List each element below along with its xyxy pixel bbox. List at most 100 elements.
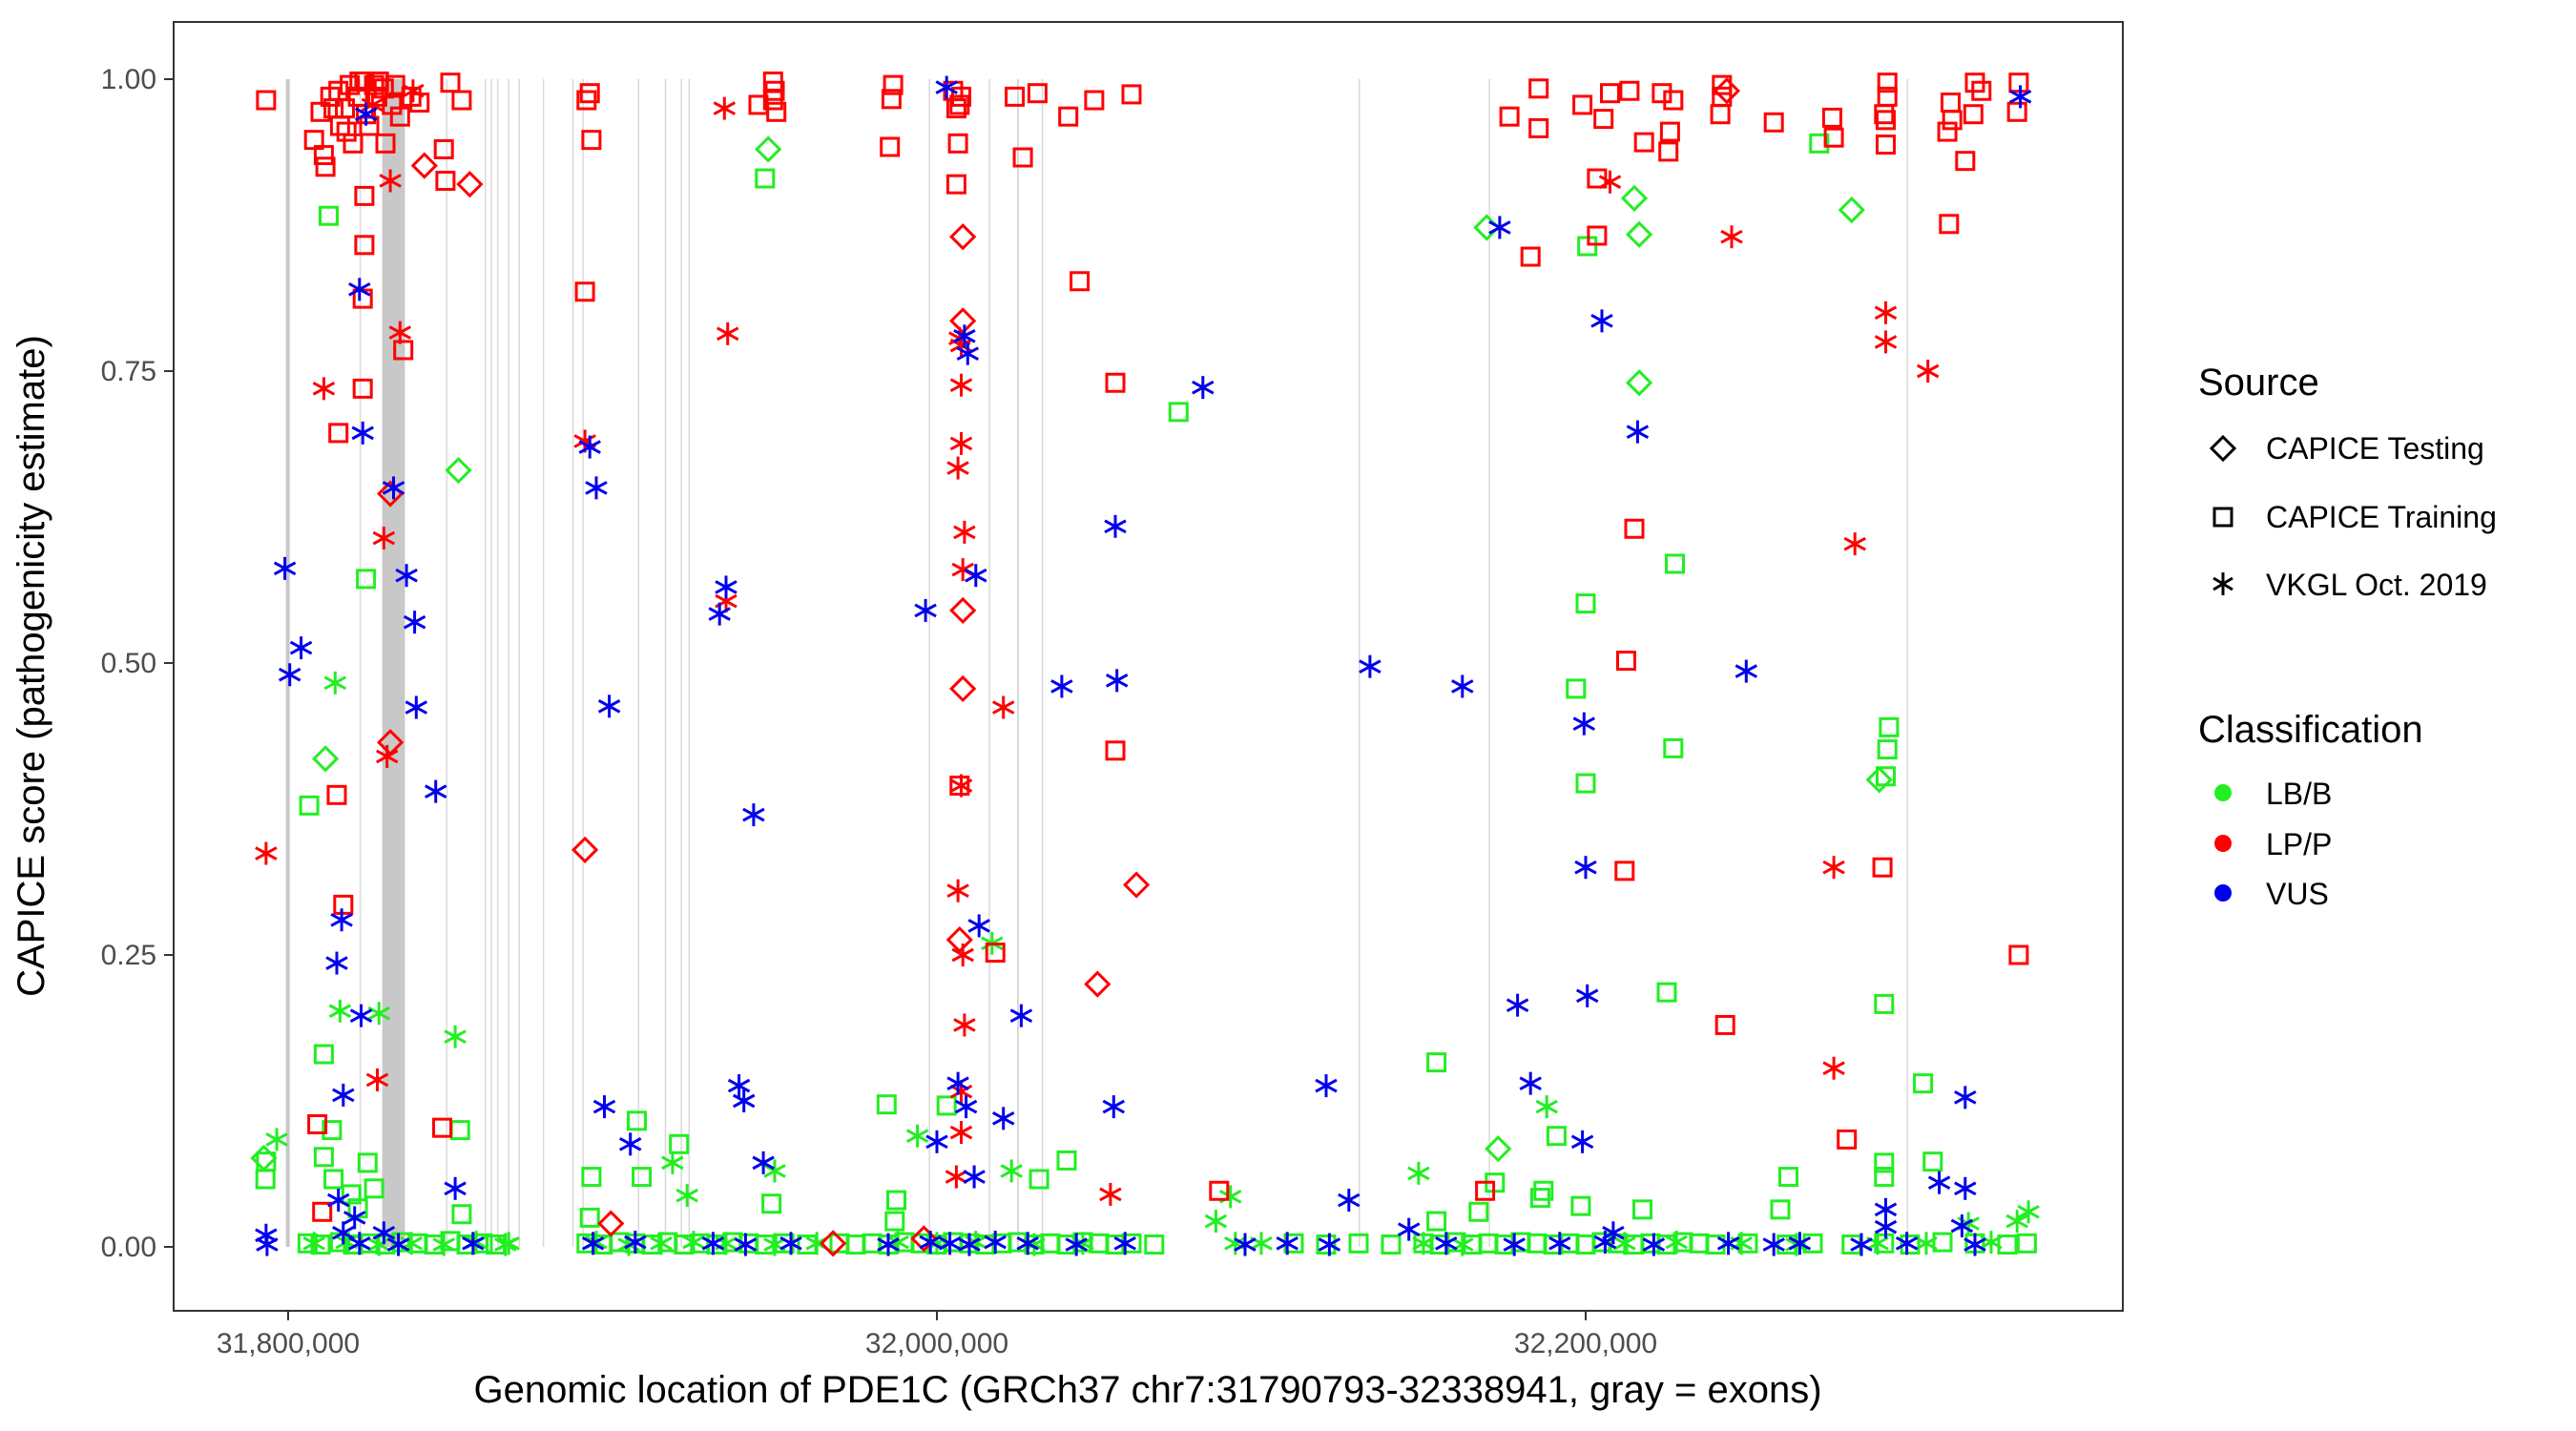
data-point-asterisk (675, 1184, 698, 1208)
data-point-square (313, 1147, 334, 1168)
data-point-asterisk (1874, 330, 1898, 354)
data-point-square (1663, 90, 1684, 111)
data-point-diamond (1625, 369, 1653, 397)
data-point-asterisk (1548, 1232, 1571, 1255)
data-point-square (389, 106, 410, 127)
data-point-asterisk (1572, 712, 1596, 736)
data-point-square (1659, 121, 1680, 142)
data-point-asterisk (1874, 301, 1898, 324)
data-point-square (313, 145, 334, 166)
data-point-asterisk (1843, 532, 1866, 556)
data-point-square (352, 378, 373, 399)
data-point-square (312, 1201, 333, 1222)
data-point-asterisk (1916, 360, 1940, 383)
data-point-asterisk (1234, 1233, 1257, 1256)
data-point-square (1348, 1233, 1369, 1254)
data-point-square (451, 90, 472, 111)
y-tick-label: 0.25 (101, 940, 156, 971)
exon-bar (496, 79, 499, 1247)
exon-bar (285, 79, 290, 1247)
data-point-square (1874, 1167, 1895, 1188)
data-point-asterisk (2017, 1200, 2040, 1224)
data-point-asterisk (946, 456, 969, 480)
data-point-square (1876, 110, 1896, 131)
y-tick-label: 1.00 (101, 64, 156, 95)
data-point-asterisk (278, 663, 301, 687)
data-point-asterisk (328, 999, 352, 1023)
data-point-asterisk (946, 1071, 969, 1095)
x-axis-title: Genomic location of PDE1C (GRCh37 chr7:3… (473, 1369, 1821, 1411)
data-point-square (1012, 147, 1033, 168)
data-point-square (947, 133, 968, 154)
data-point-square (1056, 1150, 1077, 1171)
data-point-diamond (1713, 77, 1741, 105)
data-point-square (936, 1095, 957, 1116)
data-point-square (1381, 1234, 1402, 1255)
data-point-diamond (1122, 871, 1151, 899)
data-point-square (880, 136, 901, 157)
data-point-square (319, 205, 339, 226)
data-point-asterisk (914, 598, 937, 622)
data-point-diamond (311, 745, 340, 773)
data-point-diamond (410, 152, 438, 179)
data-point-asterisk (351, 421, 374, 445)
data-point-asterisk (919, 1231, 942, 1255)
legend-item-lpp: LP/P (2214, 827, 2332, 861)
data-point-square (1570, 1195, 1591, 1216)
data-point-square (1665, 553, 1685, 574)
data-point-asterisk (372, 1221, 396, 1245)
data-point-square (1652, 83, 1672, 104)
data-point-asterisk (256, 1233, 279, 1256)
data-point-asterisk (330, 908, 353, 932)
data-point-square (328, 423, 349, 444)
data-point-asterisk (1762, 1233, 1785, 1256)
data-point-square (1600, 83, 1620, 104)
data-point-asterisk (1716, 1232, 1740, 1255)
data-point-diamond (456, 171, 484, 198)
data-point-asterisk (1192, 376, 1215, 400)
data-point-asterisk (1318, 1233, 1341, 1256)
data-point-square (945, 174, 966, 195)
data-point-asterisk (325, 951, 348, 975)
data-point-square (1877, 739, 1898, 760)
data-point-square (335, 98, 355, 119)
data-point-asterisk (444, 1025, 467, 1048)
data-point-square (1426, 1211, 1447, 1232)
data-point-asterisk (1915, 1232, 1938, 1255)
exon-bar (1906, 79, 1909, 1247)
data-point-asterisk (713, 96, 737, 120)
exon-bar (582, 79, 584, 1247)
data-point-asterisk (951, 944, 974, 966)
data-point-asterisk (1016, 1232, 1039, 1255)
data-point-asterisk (1954, 1176, 1977, 1200)
data-point-square (579, 1207, 600, 1228)
data-point-asterisk (1000, 1159, 1023, 1183)
data-point-square (1546, 1126, 1567, 1147)
data-point-square (949, 94, 970, 115)
data-point-asterisk (779, 1232, 802, 1255)
exon-bar (1488, 79, 1490, 1247)
data-point-square (581, 1167, 602, 1188)
data-point-square (755, 168, 776, 189)
exon-bar (1041, 79, 1044, 1247)
data-point-square (1633, 132, 1654, 153)
plot-border (173, 21, 2124, 1312)
data-point-asterisk (956, 342, 980, 365)
data-point-square (1971, 80, 1992, 101)
data-point-asterisk (424, 779, 447, 803)
data-point-asterisk (682, 1231, 705, 1255)
data-point-asterisk (1593, 1231, 1617, 1255)
exon-bar (664, 79, 667, 1247)
data-point-asterisk (581, 1232, 605, 1255)
data-point-asterisk (1105, 669, 1129, 693)
data-point-asterisk (323, 671, 347, 695)
data-point-asterisk (1642, 1233, 1666, 1256)
data-point-diamond (949, 223, 977, 251)
legend-label: LP/P (2266, 827, 2332, 861)
data-point-diamond (445, 456, 472, 485)
data-point-square (1658, 141, 1679, 162)
data-point-asterisk (949, 1121, 973, 1145)
data-point-asterisk (372, 527, 396, 550)
data-point-asterisk (1927, 1171, 1951, 1194)
data-point-square (313, 1044, 334, 1065)
